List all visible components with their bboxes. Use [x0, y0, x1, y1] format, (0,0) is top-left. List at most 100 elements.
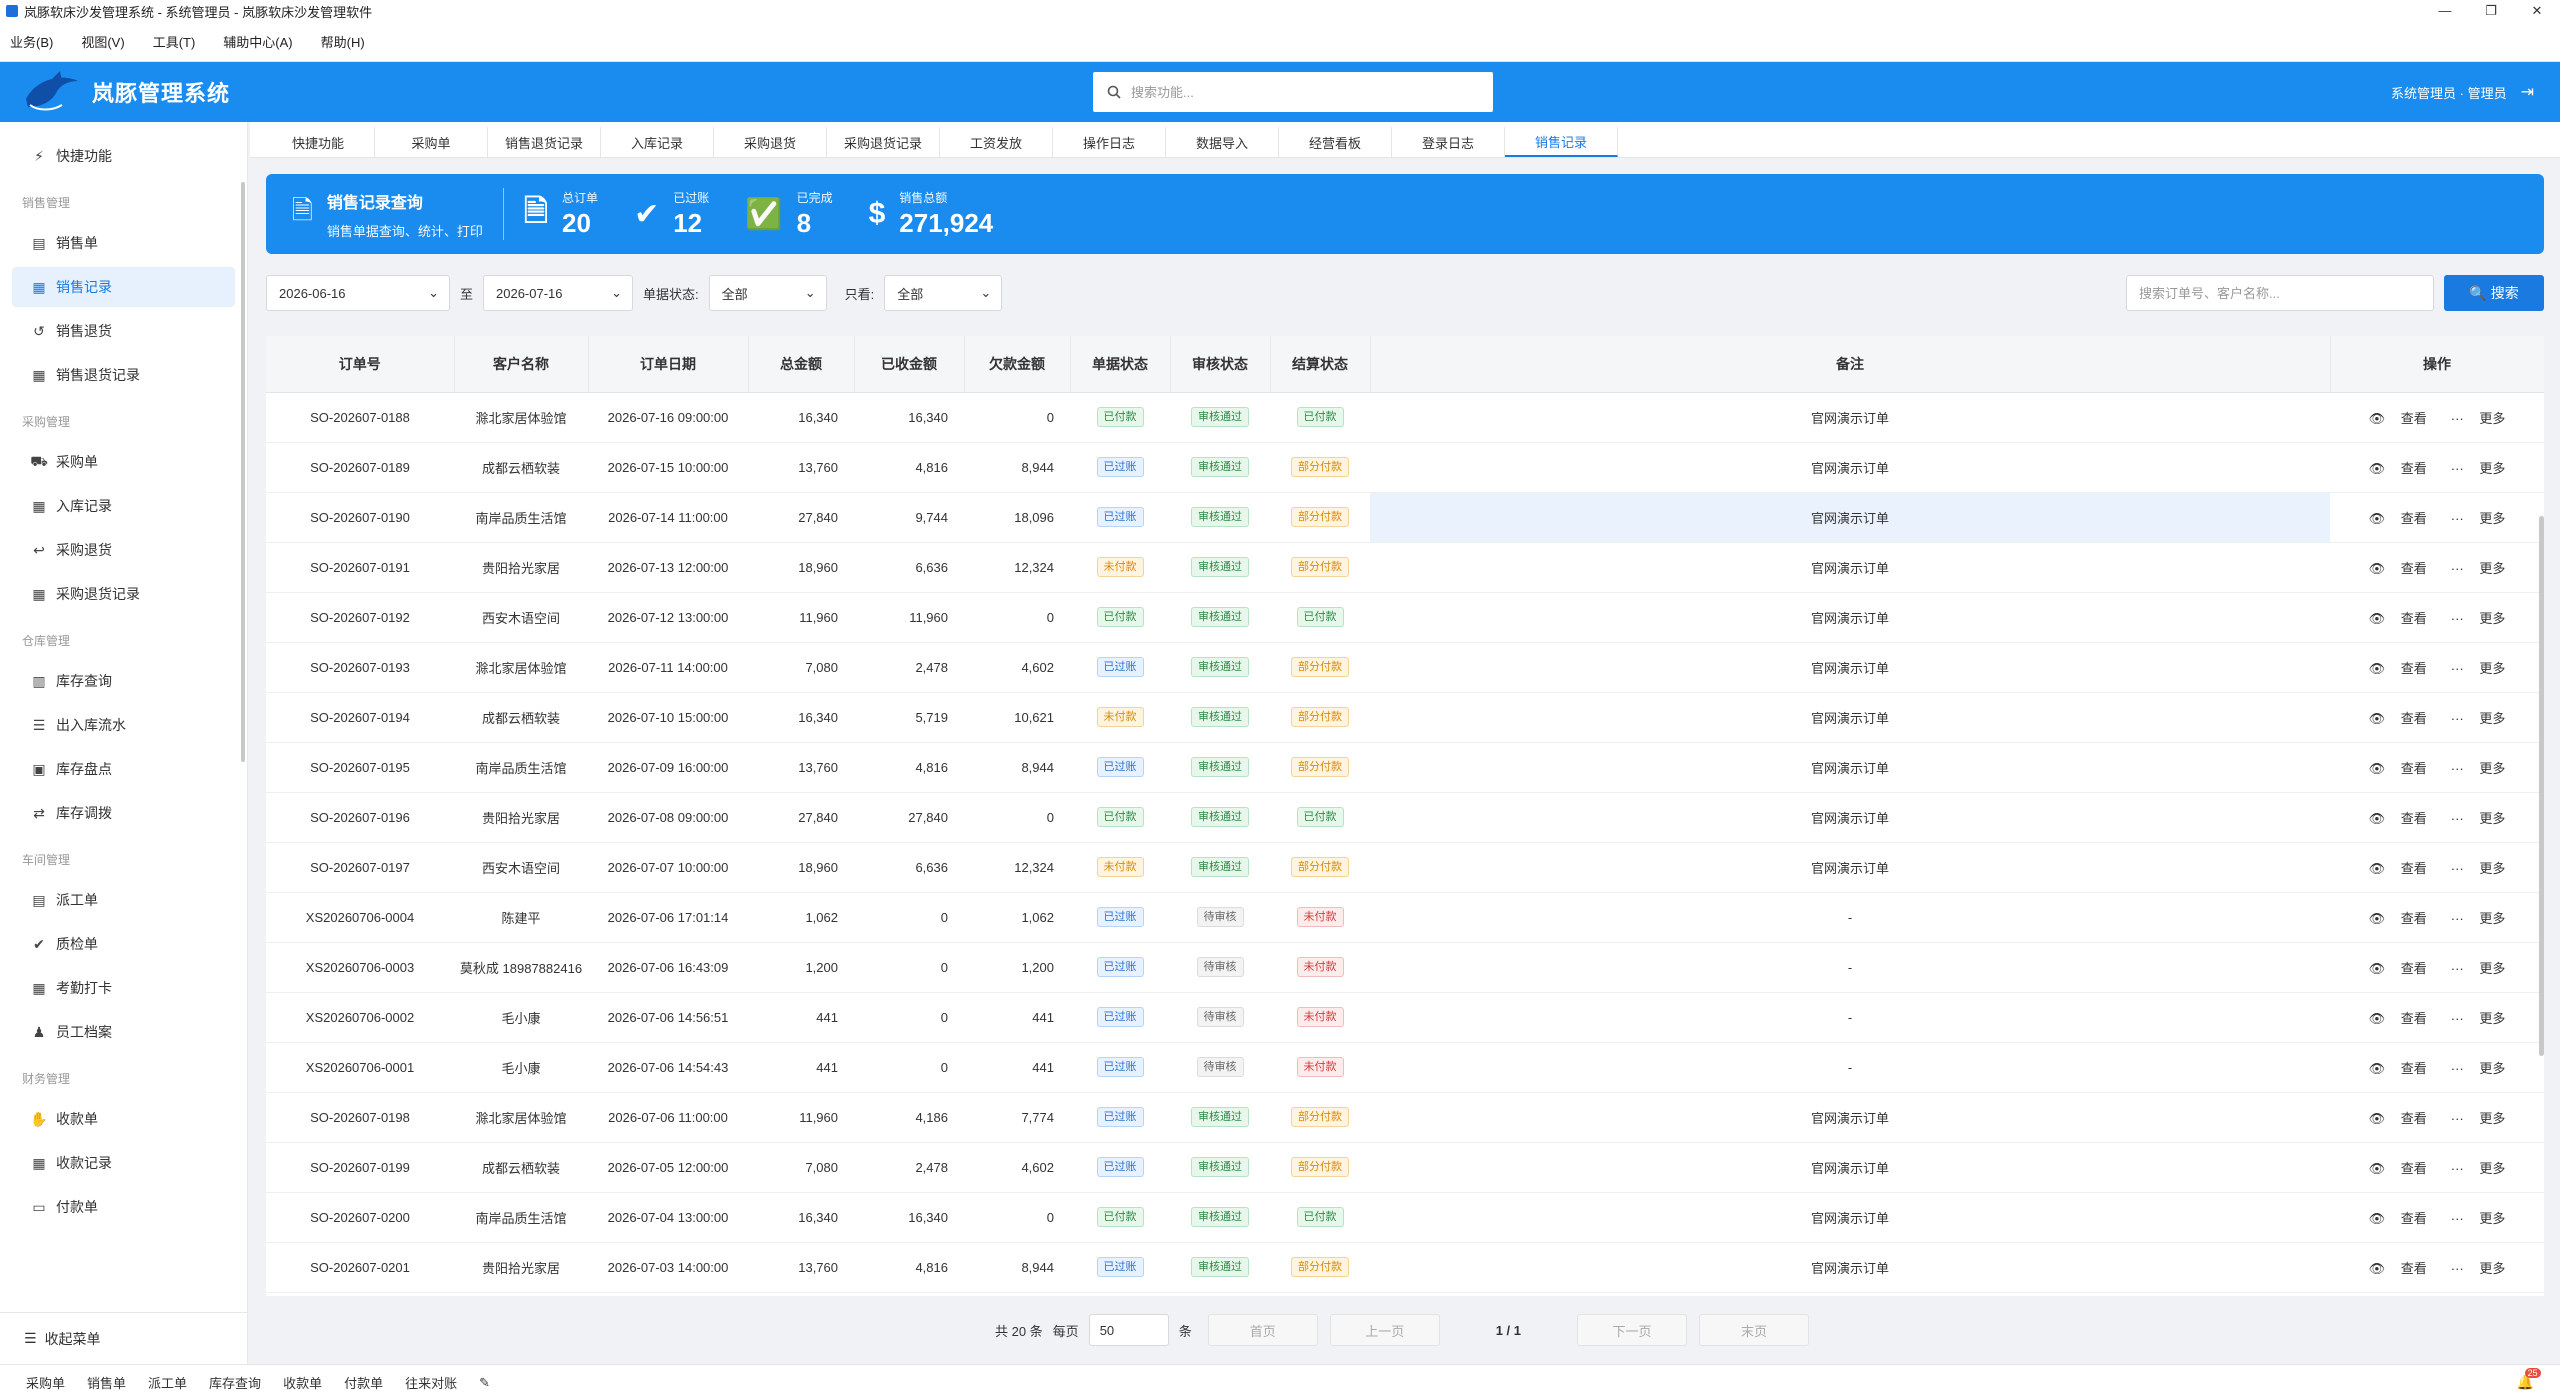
- view-button[interactable]: 👁 查看: [2368, 560, 2427, 576]
- tab-login-log[interactable]: 登录日志: [1392, 127, 1505, 157]
- table-row[interactable]: SO-202607-0190 南岸品质生活馆 2026-07-14 11:00:00…: [266, 492, 2544, 543]
- view-button[interactable]: 👁 查看: [2368, 910, 2427, 926]
- table-row[interactable]: SO-202607-0201 贵阳拾光家居 2026-07-03 14:00:00 1…: [266, 1242, 2544, 1293]
- view-button[interactable]: 👁 查看: [2368, 1060, 2427, 1076]
- col-settle-status[interactable]: 结算状态: [1270, 336, 1371, 393]
- sidebar-item-transfer[interactable]: ⇄ 库存调拨: [12, 793, 235, 833]
- notification-bell[interactable]: 🔔 25: [2517, 1368, 2541, 1391]
- edit-icon[interactable]: ✎: [479, 1374, 491, 1390]
- view-button[interactable]: 👁 查看: [2368, 410, 2427, 426]
- more-button[interactable]: ··· 更多: [2450, 1260, 2506, 1276]
- more-button[interactable]: ··· 更多: [2450, 1060, 2506, 1076]
- sidebar-item-inbound-records[interactable]: ▦ 入库记录: [12, 486, 235, 526]
- table-row[interactable]: XS20260706-0003 莫秋成 18987882416 2026-07-06…: [266, 942, 2544, 993]
- date-from-picker[interactable]: 2026-06-16 ⌄: [266, 275, 450, 311]
- quick-link-inventory[interactable]: 库存查询: [209, 1376, 262, 1391]
- tab-operation-log[interactable]: 操作日志: [1053, 127, 1166, 157]
- view-button[interactable]: 👁 查看: [2368, 1260, 2427, 1276]
- view-button[interactable]: 👁 查看: [2368, 810, 2427, 826]
- col-order-no[interactable]: 订单号: [266, 336, 455, 393]
- quick-link-dispatch[interactable]: 派工单: [148, 1376, 188, 1391]
- col-total[interactable]: 总金额: [748, 336, 855, 393]
- more-button[interactable]: ··· 更多: [2450, 610, 2506, 626]
- sidebar-item-sales-return-records[interactable]: ▦ 销售退货记录: [12, 355, 235, 395]
- sidebar-item-purchase-order[interactable]: ⛟ 采购单: [30, 452, 98, 471]
- quick-link-receipt[interactable]: 收款单: [283, 1376, 323, 1391]
- tab-dashboard[interactable]: 经营看板: [1279, 127, 1392, 157]
- more-button[interactable]: ··· 更多: [2450, 510, 2506, 526]
- more-button[interactable]: ··· 更多: [2450, 1010, 2506, 1026]
- more-button[interactable]: ··· 更多: [2450, 710, 2506, 726]
- quick-link-reconcile[interactable]: 往来对账: [405, 1376, 458, 1391]
- col-owed[interactable]: 欠款金额: [964, 336, 1071, 393]
- col-audit-status[interactable]: 审核状态: [1170, 336, 1271, 393]
- sidebar-item-attendance[interactable]: ▦ 考勤打卡: [12, 968, 235, 1008]
- view-button[interactable]: 👁 查看: [2368, 1210, 2427, 1226]
- view-button[interactable]: 👁 查看: [2368, 1160, 2427, 1176]
- table-row[interactable]: SO-202607-0192 西安木语空间 2026-07-12 13:00:00 1…: [266, 592, 2544, 643]
- date-to-picker[interactable]: 2026-07-16 ⌄: [483, 275, 634, 311]
- more-button[interactable]: ··· 更多: [2450, 660, 2506, 676]
- more-button[interactable]: ··· 更多: [2450, 560, 2506, 576]
- sidebar-item-payment[interactable]: ▭ 付款单: [12, 1187, 235, 1227]
- view-select[interactable]: 全部 ⌄: [884, 275, 1003, 311]
- table-row[interactable]: SO-202607-0197 西安木语空间 2026-07-07 10:00:00 1…: [266, 842, 2544, 893]
- table-row[interactable]: SO-202607-0198 滁北家居体验馆 2026-07-06 11:00:00…: [266, 1092, 2544, 1143]
- last-page-button[interactable]: 末页: [1699, 1314, 1809, 1346]
- more-button[interactable]: ··· 更多: [2450, 410, 2506, 426]
- table-row[interactable]: SO-202607-0189 成都云栖软装 2026-07-15 10:00:00 1…: [266, 442, 2544, 493]
- tab-quick[interactable]: 快捷功能: [262, 127, 375, 157]
- view-button[interactable]: 👁 查看: [2368, 510, 2427, 526]
- sidebar-item-stock-flow[interactable]: ☰ 出入库流水: [12, 705, 235, 745]
- sidebar-item-employees[interactable]: ♟ 员工档案: [12, 1012, 235, 1052]
- more-button[interactable]: ··· 更多: [2450, 960, 2506, 976]
- close-icon[interactable]: ✕: [2531, 3, 2543, 18]
- search-button[interactable]: 🔍 搜索: [2444, 275, 2544, 311]
- sidebar-item-purchase-return[interactable]: ↩ 采购退货: [12, 530, 235, 570]
- tab-payroll[interactable]: 工资发放: [940, 127, 1053, 157]
- sidebar-item-purchase-return-records[interactable]: ▦ 采购退货记录: [12, 574, 235, 614]
- prev-page-button[interactable]: 上一页: [1329, 1314, 1440, 1346]
- tab-sales-return-records[interactable]: 销售退货记录: [488, 127, 601, 157]
- more-button[interactable]: ··· 更多: [2450, 910, 2506, 926]
- more-button[interactable]: ··· 更多: [2450, 760, 2506, 776]
- menu-tools[interactable]: 工具(T): [152, 35, 196, 50]
- minimize-icon[interactable]: —: [2438, 3, 2452, 18]
- function-search[interactable]: [1093, 72, 1493, 112]
- menu-help[interactable]: 帮助(H): [320, 35, 365, 50]
- quick-link-payment[interactable]: 付款单: [344, 1376, 384, 1391]
- keyword-search-input[interactable]: [2126, 275, 2434, 311]
- table-row[interactable]: SO-202607-0200 南岸品质生活馆 2026-07-04 13:00:00…: [266, 1192, 2544, 1243]
- sidebar-item-sales-records[interactable]: ▦ 销售记录: [12, 267, 235, 307]
- view-button[interactable]: 👁 查看: [2368, 1110, 2427, 1126]
- status-select[interactable]: 全部 ⌄: [708, 275, 827, 311]
- table-row[interactable]: SO-202607-0193 滁北家居体验馆 2026-07-11 14:00:00…: [266, 642, 2544, 693]
- table-row[interactable]: SO-202607-0199 成都云栖软装 2026-07-05 12:00:00 7…: [266, 1142, 2544, 1193]
- table-row[interactable]: SO-202607-0188 滁北家居体验馆 2026-07-16 09:00:00…: [266, 392, 2544, 443]
- next-page-button[interactable]: 下一页: [1577, 1314, 1687, 1346]
- more-button[interactable]: ··· 更多: [2450, 460, 2506, 476]
- sidebar-item-sales-order[interactable]: ▤ 销售单: [12, 223, 235, 263]
- table-row[interactable]: SO-202607-0194 成都云栖软装 2026-07-10 15:00:00 1…: [266, 692, 2544, 743]
- view-button[interactable]: 👁 查看: [2368, 710, 2427, 726]
- more-button[interactable]: ··· 更多: [2450, 1110, 2506, 1126]
- first-page-button[interactable]: 首页: [1207, 1314, 1318, 1346]
- tab-sales-records[interactable]: 销售记录: [1505, 127, 1618, 157]
- table-row[interactable]: XS20260706-0002 毛小康 2026-07-06 14:56:51 441…: [266, 992, 2544, 1043]
- view-button[interactable]: 👁 查看: [2368, 960, 2427, 976]
- maximize-icon[interactable]: ❐: [2485, 3, 2497, 18]
- col-received[interactable]: 已收金额: [854, 336, 965, 393]
- menu-business[interactable]: 业务(B): [10, 35, 54, 50]
- menu-view[interactable]: 视图(V): [81, 35, 125, 50]
- tab-inbound-records[interactable]: 入库记录: [601, 127, 714, 157]
- table-row[interactable]: XS20260706-0004 陈建平 2026-07-06 17:01:14 1,0…: [266, 892, 2544, 943]
- sidebar-item-sales-return[interactable]: ↺ 销售退货: [12, 311, 235, 351]
- table-row[interactable]: XS20260706-0001 毛小康 2026-07-06 14:54:43 441…: [266, 1042, 2544, 1093]
- sidebar-item-quick[interactable]: ⚡ 快捷功能: [12, 136, 235, 176]
- col-order-date[interactable]: 订单日期: [588, 336, 749, 393]
- table-row[interactable]: SO-202607-0196 贵阳拾光家居 2026-07-08 09:00:00 2…: [266, 792, 2544, 843]
- sidebar-scrollbar[interactable]: [241, 182, 245, 762]
- col-remark[interactable]: 备注: [1370, 336, 2331, 393]
- quick-link-sales-order[interactable]: 销售单: [87, 1376, 127, 1391]
- tab-purchase-return[interactable]: 采购退货: [714, 127, 827, 157]
